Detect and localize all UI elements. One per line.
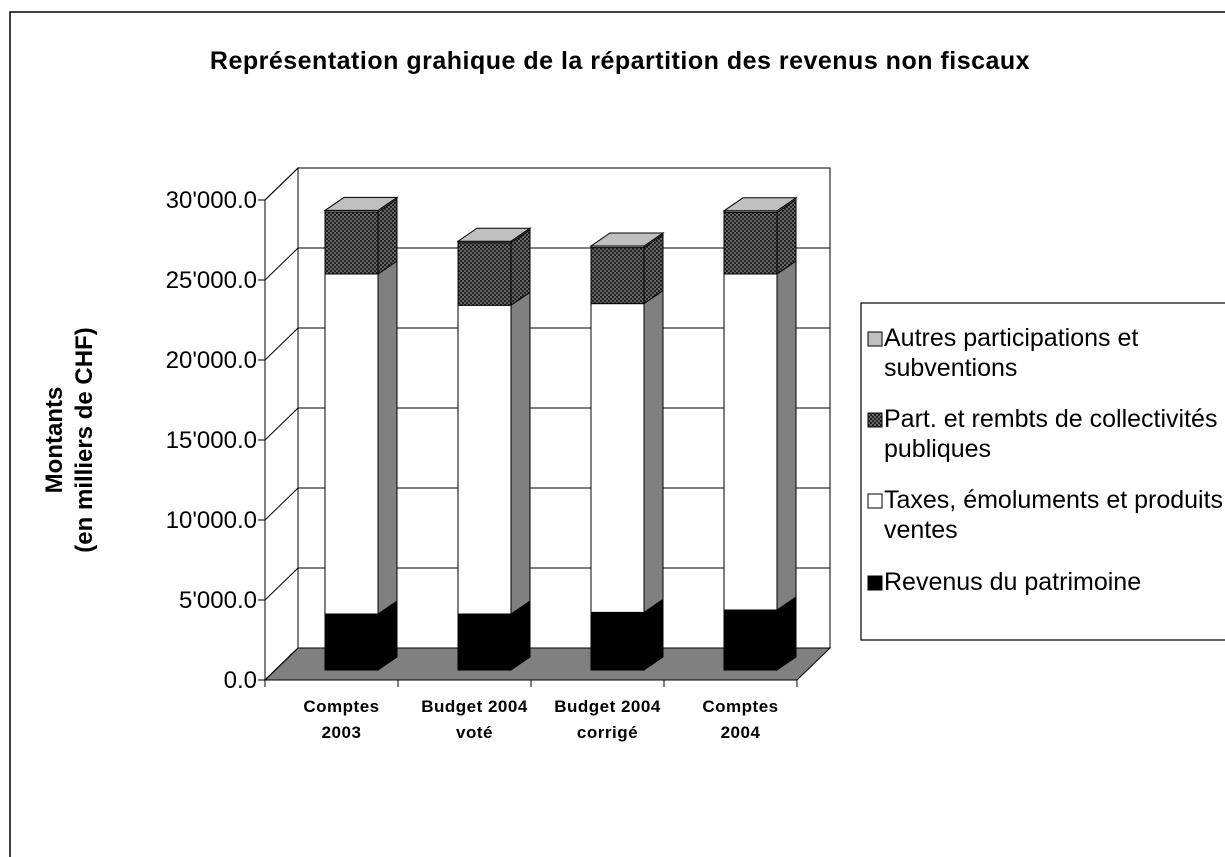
frame [9, 11, 1225, 857]
bar-top [323, 196, 399, 211]
bar-front [723, 211, 778, 275]
y-tick-label: 20'000.0 [166, 347, 257, 374]
bar-front [457, 242, 512, 306]
bar-top [456, 227, 532, 242]
legend-label: Revenus du patrimoine [884, 568, 1142, 596]
grid-line [264, 247, 299, 281]
x-tick-label: Budget 2004 voté [421, 697, 528, 742]
bar-front [723, 609, 778, 671]
bar-side [510, 291, 531, 615]
bar-front [457, 304, 512, 615]
bar-front [457, 613, 512, 671]
y-tick-label: 15'000.0 [166, 427, 257, 454]
bar-front [590, 611, 645, 671]
legend-label: Taxes, émoluments et produits ventes [884, 486, 1224, 544]
bar-top [589, 232, 665, 247]
bar-front [324, 613, 379, 671]
grid-line [264, 567, 299, 601]
legend-label: Part. et rembts de collectivités publiqu… [884, 405, 1218, 463]
bar-side [377, 260, 398, 615]
y-tick-label: 5'000.0 [179, 587, 257, 614]
y-axis-title-line: Montants [41, 387, 68, 494]
x-tick-label: Comptes 2003 [303, 697, 380, 742]
bar-front [723, 273, 778, 611]
bar-side [776, 260, 797, 611]
y-tick-label: 30'000.0 [166, 187, 257, 214]
y-tick-label: 10'000.0 [166, 507, 257, 534]
legend-swatch [867, 412, 883, 428]
bar-front [590, 303, 645, 613]
y-tick-label: 25'000.0 [166, 267, 257, 294]
legend-swatch [867, 331, 883, 347]
bar-side [643, 289, 664, 614]
legend-swatch [867, 493, 883, 509]
grid-line [264, 407, 299, 441]
bar-front [590, 247, 645, 305]
bar-front [324, 273, 379, 615]
legend-swatch [867, 575, 883, 591]
y-axis-title: Montants (en milliers de CHF) [41, 327, 98, 552]
grid-line [264, 487, 299, 521]
legend-label: Autres participations et subventions [884, 324, 1139, 382]
bar-front [324, 211, 379, 275]
x-tick-label: Budget 2004 corrigé [554, 697, 661, 742]
chart-title: Représentation grahique de la répartitio… [209, 47, 1031, 75]
grid-line [264, 647, 299, 681]
y-axis-title-line: (en milliers de CHF) [71, 327, 98, 552]
x-tick-label: Comptes 2004 [702, 697, 779, 742]
bar-top [722, 197, 798, 212]
y-tick-label: 0.0 [224, 667, 257, 694]
legend-box [860, 302, 1225, 641]
grid-line [264, 327, 299, 361]
grid-line [264, 167, 299, 201]
